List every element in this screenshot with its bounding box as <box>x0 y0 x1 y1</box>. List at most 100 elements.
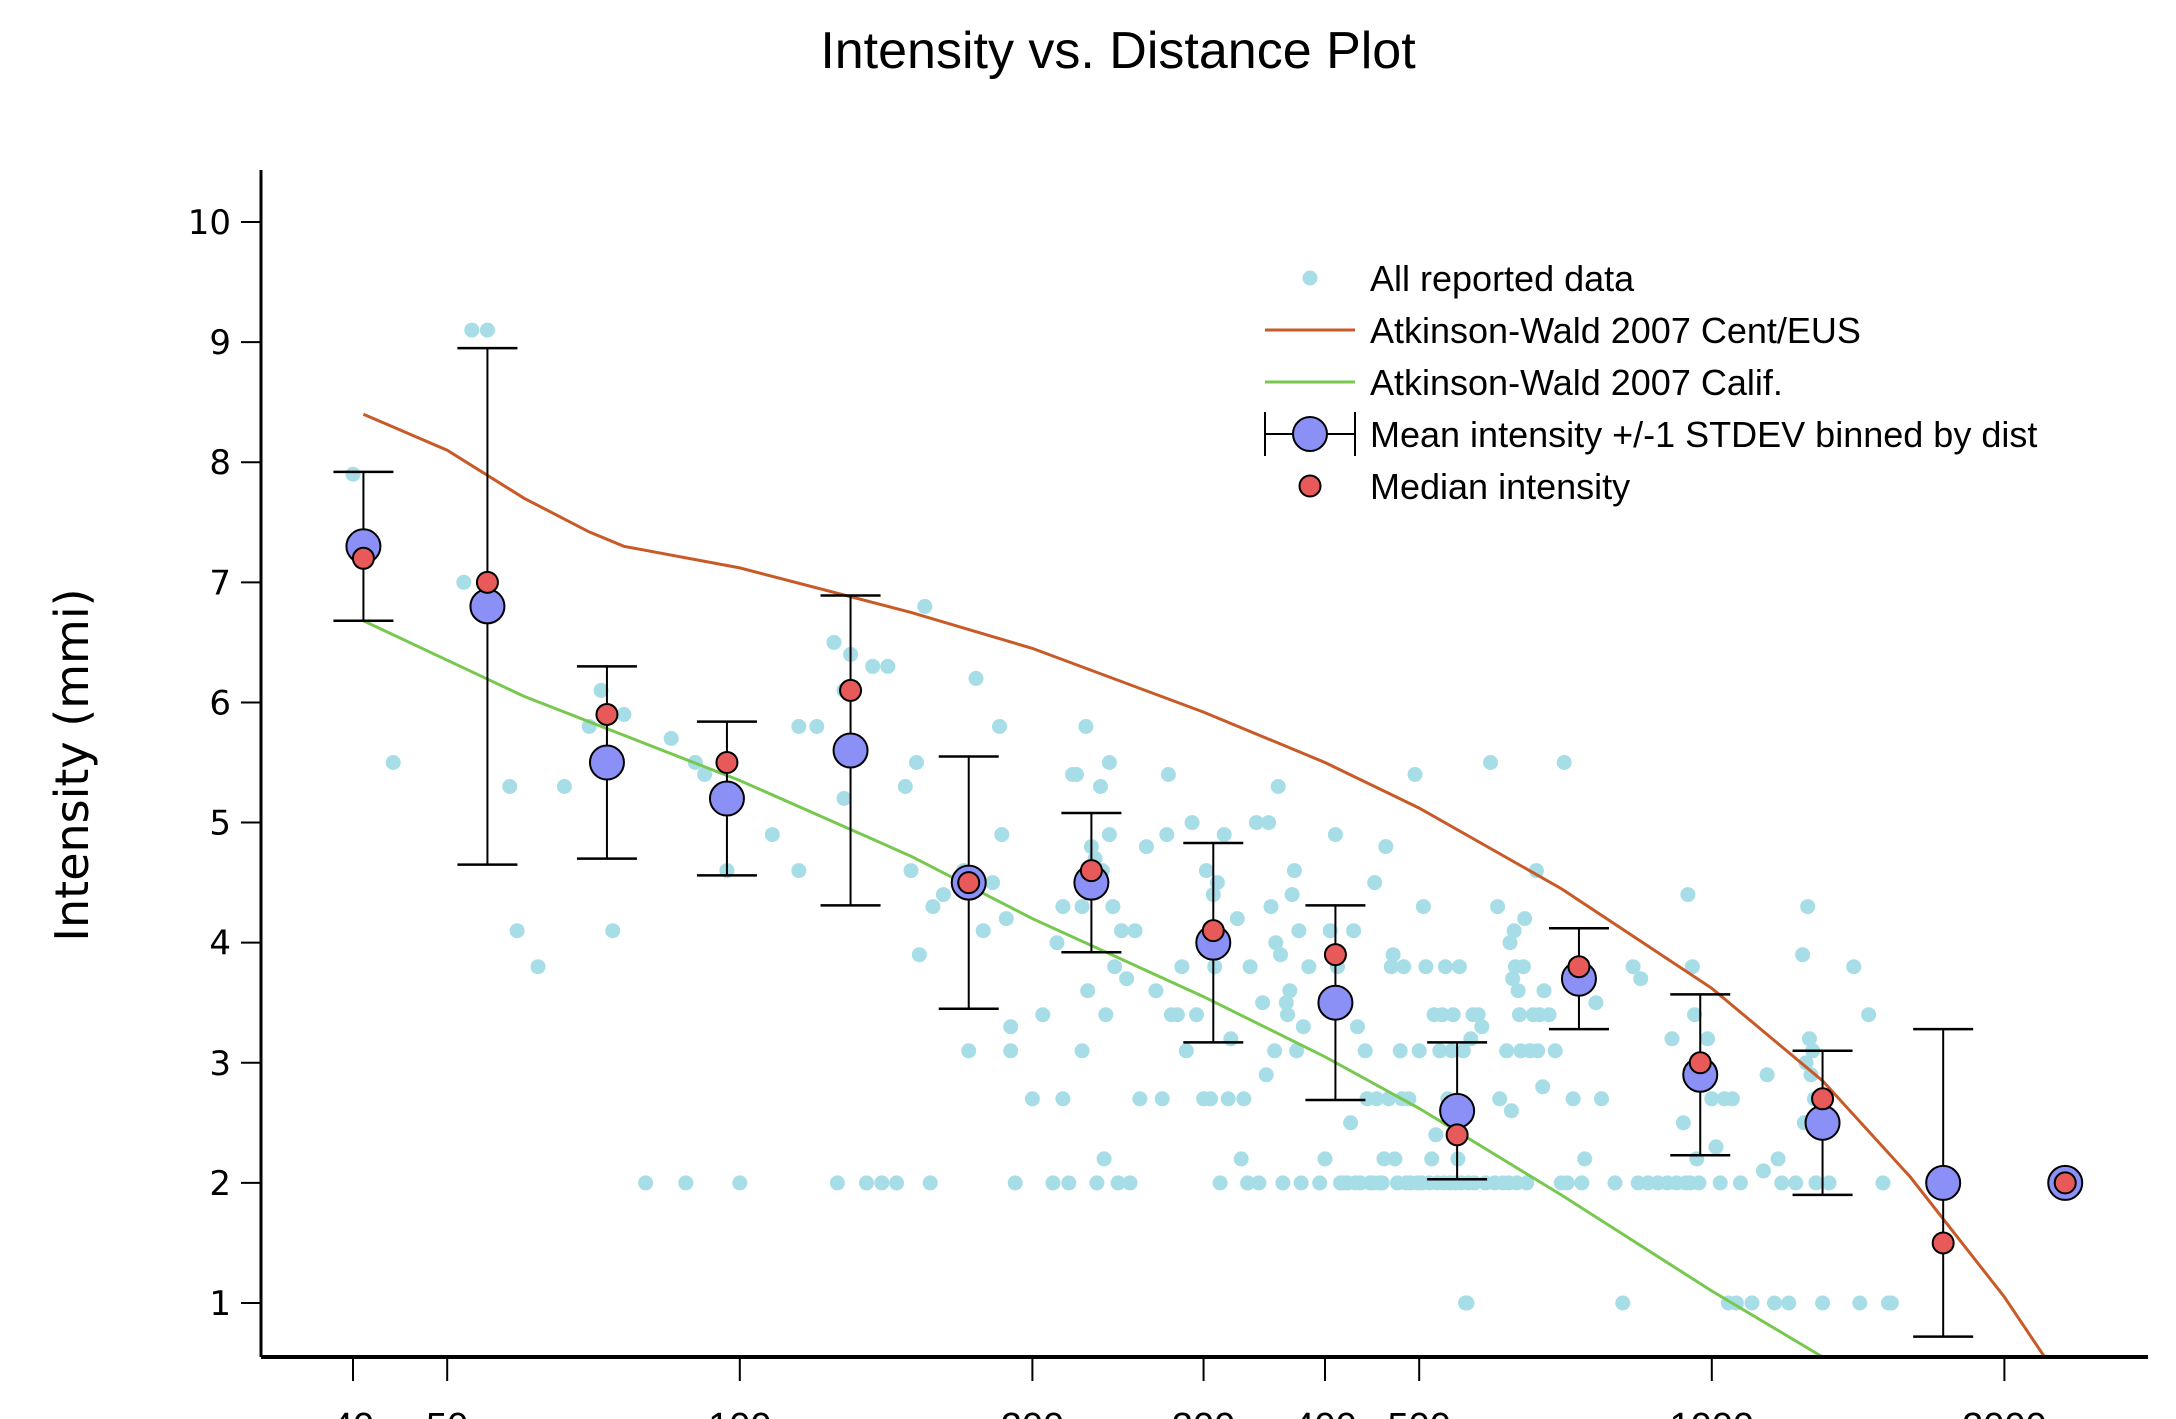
data-point <box>1357 1043 1373 1059</box>
data-point <box>1708 1139 1724 1155</box>
data-point <box>1148 983 1164 999</box>
data-point <box>1385 947 1401 963</box>
data-point <box>1114 923 1129 939</box>
data-point <box>509 923 525 939</box>
data-point <box>1535 1079 1551 1095</box>
bin-group <box>1183 841 1244 1044</box>
legend-mean-icon <box>1292 416 1328 452</box>
x-tick-label: 500 <box>1387 1406 1450 1419</box>
data-point <box>1096 1151 1112 1167</box>
bin-group <box>2047 1164 2084 1201</box>
mean-marker <box>469 588 506 625</box>
calif-curve <box>362 619 1824 1357</box>
data-point <box>791 719 807 734</box>
data-point <box>1615 1295 1631 1311</box>
data-point <box>994 827 1010 843</box>
data-point <box>1744 1295 1760 1311</box>
data-point <box>1577 1151 1593 1167</box>
data-point <box>1506 923 1522 939</box>
axes-layer: 1 2 3 4 5 6 7 8 9 10 40 50 100 200 300 400 500 1000 2000 <box>188 170 2148 1419</box>
data-point <box>1588 995 1604 1011</box>
data-point <box>1291 923 1307 939</box>
data-point <box>1220 1091 1236 1107</box>
data-point <box>1212 1175 1228 1191</box>
data-point <box>1207 959 1223 975</box>
data-point <box>1003 1019 1019 1035</box>
data-point <box>1317 1151 1333 1167</box>
data-point <box>1519 1175 1535 1191</box>
data-point <box>1505 971 1521 987</box>
data-point <box>1045 1175 1061 1191</box>
data-point <box>1024 1091 1040 1107</box>
data-point <box>1160 767 1176 782</box>
data-point <box>1387 1151 1403 1167</box>
data-point <box>1434 1007 1450 1023</box>
y-tick-label: 8 <box>209 443 231 483</box>
data-point <box>1801 1031 1817 1047</box>
data-point <box>1074 899 1090 915</box>
data-point <box>1101 827 1117 843</box>
data-point <box>880 658 896 674</box>
data-point <box>1684 959 1700 975</box>
data-point <box>1594 1091 1609 1107</box>
data-point <box>1258 1067 1274 1083</box>
data-point <box>1428 1127 1444 1143</box>
cent-eus-curve <box>362 412 2046 1357</box>
data-point <box>1154 1091 1170 1107</box>
data-point <box>1278 995 1294 1011</box>
data-point <box>1392 1043 1408 1059</box>
data-point <box>1704 1091 1720 1107</box>
data-point <box>1105 899 1121 915</box>
data-point <box>1821 1175 1837 1191</box>
data-point <box>1383 959 1399 975</box>
data-point <box>1407 767 1423 782</box>
data-point <box>1378 839 1394 855</box>
data-point <box>935 887 951 903</box>
data-point <box>1003 1043 1019 1059</box>
x-tick-label: 200 <box>1001 1406 1064 1419</box>
data-point <box>1343 1115 1359 1131</box>
data-point <box>1312 1175 1328 1191</box>
data-point <box>1470 1007 1486 1023</box>
data-point <box>1267 1043 1283 1059</box>
legend-label: Mean intensity +/-1 STDEV binned by dist <box>1370 414 2037 455</box>
bin-group <box>820 594 881 907</box>
data-point <box>593 682 609 698</box>
x-tick-label: 400 <box>1293 1406 1356 1419</box>
data-point <box>874 1175 890 1191</box>
median-marker <box>715 751 739 774</box>
data-point <box>1503 1103 1519 1119</box>
data-point <box>345 466 361 482</box>
data-point <box>678 1175 694 1191</box>
y-tick-label: 3 <box>209 1044 231 1084</box>
data-point <box>992 719 1007 734</box>
data-point <box>1788 1175 1804 1191</box>
median-marker <box>1688 1051 1712 1075</box>
median-marker <box>351 546 375 570</box>
data-point <box>1248 815 1264 831</box>
data-point <box>968 670 984 686</box>
median-marker <box>1567 955 1591 979</box>
median-marker <box>2053 1171 2077 1195</box>
data-point <box>1093 779 1108 794</box>
data-point <box>385 755 401 770</box>
data-point <box>1445 1007 1461 1023</box>
data-point <box>836 791 852 806</box>
data-point <box>826 634 842 650</box>
data-point <box>1424 1151 1440 1167</box>
y-tick-label: 1 <box>209 1284 231 1324</box>
data-point <box>1691 1175 1707 1191</box>
bin-group <box>576 665 637 860</box>
data-point <box>1270 779 1286 794</box>
y-tick-label: 2 <box>209 1164 231 1204</box>
data-point <box>530 959 546 975</box>
bin-group <box>1670 993 1731 1157</box>
data-point <box>1712 1175 1728 1191</box>
data-point <box>865 658 881 674</box>
data-point <box>1574 1175 1590 1191</box>
data-point <box>1474 1019 1490 1035</box>
data-point <box>1275 1175 1291 1191</box>
data-point <box>897 779 913 794</box>
bin-group <box>696 720 757 877</box>
data-point <box>1607 1175 1623 1191</box>
